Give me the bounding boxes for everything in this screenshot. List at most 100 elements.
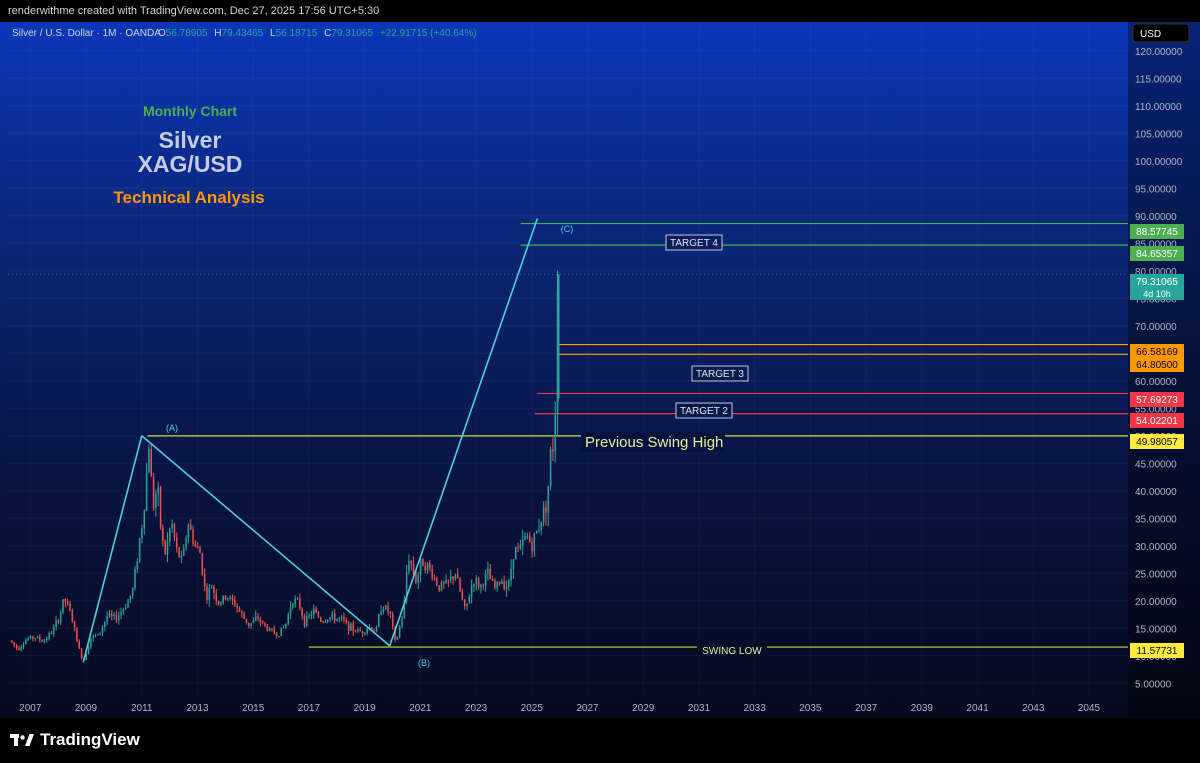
candle-body [157,486,159,493]
candle-body [415,573,417,583]
target3-label: TARGET 3 [696,369,744,380]
candle-body [371,627,373,631]
candle-body [282,627,285,629]
candle-body [545,507,547,513]
tradingview-logo[interactable]: TradingView [10,730,140,750]
candle-body [145,472,148,510]
candle-body [496,581,498,588]
candle-body [69,603,71,611]
candle-body [20,646,22,650]
candle-body [62,599,64,613]
candle-body [92,635,94,639]
candle-body [59,612,62,623]
wave-segment [82,435,143,663]
candle-body [540,521,543,530]
price-chart[interactable]: 5.0000010.0000015.0000020.0000025.000003… [0,22,1200,718]
candle-body [350,623,352,631]
currency-button-label[interactable]: USD [1140,29,1161,40]
candle-body [331,613,334,618]
candle-body [99,632,101,634]
candle-body [352,623,354,632]
candle-body [389,611,392,614]
chart-tagline: Technical Analysis [113,188,264,207]
target4-box [665,234,723,251]
candle-body [250,623,252,626]
candle-body [378,614,380,627]
candle-body [315,608,317,613]
candle-body [171,523,173,529]
candle-body [410,561,413,565]
candle-body [449,576,452,581]
wave-segment [141,435,391,647]
time-tick-label: 2041 [966,703,989,714]
wave-lines [82,218,539,663]
price-tag-88 [1130,224,1184,239]
candle-body [463,599,466,607]
candle-body [347,621,350,631]
tradingview-logo-icon [10,734,34,746]
candle-body [459,578,461,592]
candle-body [261,621,264,623]
candle-body [108,613,111,617]
candle-body [138,538,141,562]
candle-body [50,633,53,635]
candle-body [234,599,236,606]
time-tick-label: 2007 [19,703,42,714]
candle-body [477,578,480,588]
candle-body [329,617,331,620]
candle-body [113,614,115,617]
candle-body [336,618,338,621]
candle-body [85,654,87,661]
candle-body [299,598,301,609]
candle-body [227,598,229,600]
price-tick-label: 45.00000 [1135,459,1177,470]
time-tick-label: 2019 [353,703,376,714]
candle-body [338,617,341,619]
time-tick-label: 2013 [186,703,209,714]
price-tick-label: 35.00000 [1135,514,1177,525]
candle-body [34,638,36,640]
price-tag-84-text: 84.65357 [1136,249,1178,260]
time-tick-label: 2017 [298,703,321,714]
candle-body [180,555,183,558]
candle-body [39,636,41,641]
price-tick-label: 20.00000 [1135,597,1177,608]
candle-body [178,547,180,558]
candle-body [252,620,255,624]
candle-body [115,614,118,621]
candle-body [248,622,250,626]
candle-body [484,573,487,586]
candle-body [159,486,162,528]
candle-body [122,609,125,612]
candle-body [466,603,468,607]
candle-body [254,616,257,621]
currency-button[interactable] [1132,23,1190,43]
time-tick-label: 2031 [688,703,711,714]
candle-body [117,615,120,621]
candle-body [554,414,556,452]
price-tick-label: 15.00000 [1135,624,1177,635]
ohlc-readout: O56.78905 H79.43465 L56.18715 C79.31065 … [158,28,477,39]
low-value: 56.18715 [276,28,318,39]
candle-body [494,580,496,588]
open-label: O [158,28,166,39]
candle-body [266,625,269,631]
tradingview-logo-text: TradingView [40,730,140,749]
price-tag-49-text: 49.98057 [1136,437,1178,448]
candle-body [129,595,132,601]
candle-body [36,636,39,639]
candle-body [447,579,450,581]
candle-body [287,614,289,624]
time-tick-label: 2015 [242,703,265,714]
time-tick-label: 2009 [75,703,98,714]
symbol-name[interactable]: Silver / U.S. Dollar · 1M · OANDA [12,28,161,39]
candle-body [27,638,29,640]
candle-body [229,597,231,599]
price-tick-label: 60.00000 [1135,377,1177,388]
chart-area[interactable]: 5.0000010.0000015.0000020.0000025.000003… [0,22,1200,718]
price-tags: 88.57745 84.65357 79.31065 4d 10h 66.581… [1130,224,1184,658]
candle-body [417,575,420,583]
candle-body [313,608,315,615]
candle-body [155,492,157,509]
target2-box [675,402,733,419]
